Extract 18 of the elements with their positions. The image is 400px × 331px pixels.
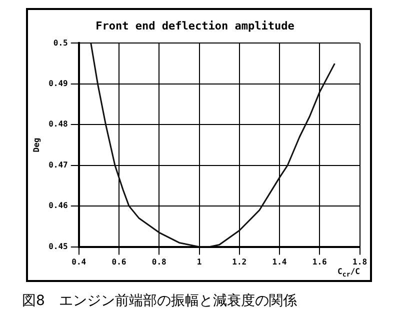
y-tick-label: 0.5 bbox=[53, 38, 68, 48]
x-tick-label: 1 bbox=[196, 258, 202, 267]
y-tick-label: 0.48 bbox=[48, 120, 68, 129]
x-tick-label: 1.2 bbox=[232, 258, 247, 267]
y-tick-label: 0.47 bbox=[48, 160, 68, 170]
x-tick-label: 0.8 bbox=[152, 258, 167, 267]
y-tick-label: 0.45 bbox=[48, 242, 68, 251]
x-axis-title: C$_{cr}$/C bbox=[338, 267, 360, 279]
caption: 図8 エンジン前端部の振幅と減衰度の関係 bbox=[22, 292, 298, 310]
y-axis-title: Deg bbox=[32, 138, 41, 152]
chart-title: Front end deflection amplitude bbox=[96, 19, 295, 32]
y-tick-label: 0.49 bbox=[48, 79, 68, 88]
x-tick-label: 1.6 bbox=[312, 258, 328, 267]
x-tick-label: 0.6 bbox=[112, 258, 126, 267]
x-tick-label: 1.4 bbox=[272, 258, 287, 267]
x-tick-label: 1.8 bbox=[352, 258, 368, 267]
y-tick-label: 0.46 bbox=[48, 201, 68, 210]
x-tick-label: 0.4 bbox=[72, 258, 86, 267]
